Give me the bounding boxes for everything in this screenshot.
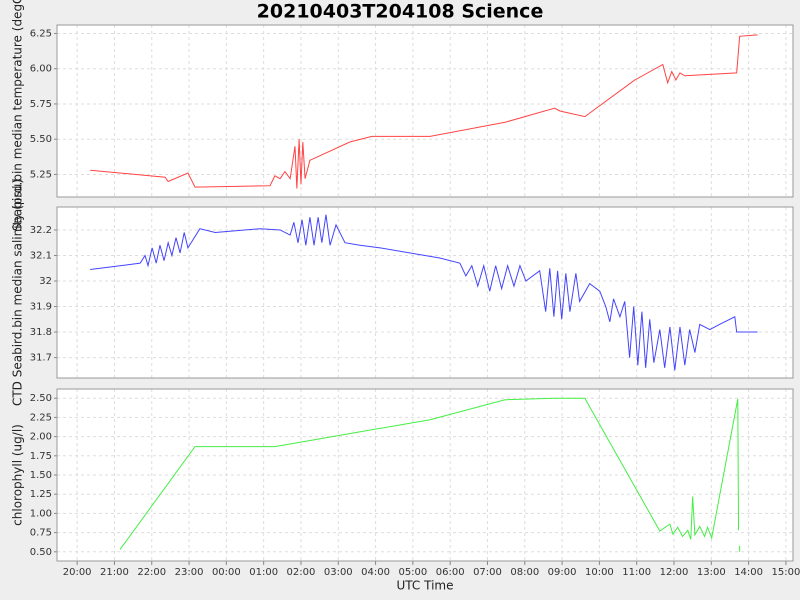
y-tick-label: 31.8 xyxy=(30,327,52,338)
data-line xyxy=(119,397,741,552)
x-tick-label: 01:00 xyxy=(249,567,278,578)
x-tick-label: 04:00 xyxy=(361,567,390,578)
x-tick-label: 14:00 xyxy=(734,567,763,578)
x-tick-label: 10:00 xyxy=(585,567,614,578)
y-tick-label: 31.7 xyxy=(30,353,52,364)
x-tick-label: 13:00 xyxy=(697,567,726,578)
y-tick-label: 1.00 xyxy=(30,508,52,519)
y-axis-label: CTD Seabird.bin median salinity (psu) xyxy=(11,179,25,406)
x-tick-label: 08:00 xyxy=(510,567,539,578)
y-axis-label: Seabird.bin median temperature (degC) xyxy=(11,0,25,231)
x-tick-label: 03:00 xyxy=(324,567,353,578)
y-tick-label: 5.25 xyxy=(30,169,52,180)
y-tick-label: 1.25 xyxy=(30,489,52,500)
plot-area xyxy=(57,25,793,197)
y-tick-label: 32 xyxy=(39,276,52,287)
x-tick-label: 11:00 xyxy=(622,567,651,578)
y-tick-label: 31.9 xyxy=(30,302,52,313)
plot-area xyxy=(57,207,793,378)
plot-border xyxy=(56,24,794,198)
data-line xyxy=(90,214,758,371)
y-tick-label: 5.50 xyxy=(30,134,52,145)
y-tick-label: 0.75 xyxy=(30,528,52,539)
data-line xyxy=(90,34,758,189)
y-axis-label: chlorophyll (ug/l) xyxy=(11,424,25,526)
y-tick-label: 6.25 xyxy=(30,28,52,39)
x-tick-label: 02:00 xyxy=(287,567,316,578)
y-tick-label: 32.1 xyxy=(30,250,52,261)
x-tick-label: 21:00 xyxy=(100,567,129,578)
y-tick-label: 1.50 xyxy=(30,470,52,481)
x-tick-label: 23:00 xyxy=(175,567,204,578)
plot-border xyxy=(56,206,794,379)
x-tick-label: 05:00 xyxy=(398,567,427,578)
x-tick-label: 09:00 xyxy=(548,567,577,578)
plot-border xyxy=(56,388,794,562)
x-tick-label: 07:00 xyxy=(473,567,502,578)
x-tick-label: 15:00 xyxy=(771,567,800,578)
y-tick-label: 1.75 xyxy=(30,451,52,462)
x-tick-label: 06:00 xyxy=(436,567,465,578)
x-tick-label: 00:00 xyxy=(212,567,241,578)
x-tick-label: 12:00 xyxy=(660,567,689,578)
x-tick-label: 20:00 xyxy=(63,567,92,578)
y-tick-label: 5.75 xyxy=(30,99,52,110)
x-axis-label: UTC Time xyxy=(397,579,454,593)
chart-title: 20210403T204108 Science xyxy=(257,1,544,23)
x-tick-label: 22:00 xyxy=(137,567,166,578)
y-tick-label: 2.00 xyxy=(30,432,52,443)
y-tick-label: 6.00 xyxy=(30,64,52,75)
y-tick-label: 2.25 xyxy=(30,412,52,423)
y-tick-label: 2.50 xyxy=(30,393,52,404)
y-tick-label: 0.50 xyxy=(30,547,52,558)
y-tick-label: 32.2 xyxy=(30,225,52,236)
